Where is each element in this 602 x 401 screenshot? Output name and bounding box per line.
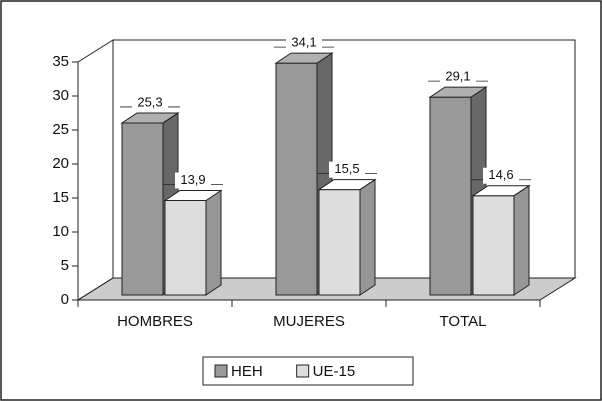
value-label-bg (175, 172, 211, 189)
bar (163, 189, 223, 296)
bar (471, 184, 531, 296)
bar-top (163, 189, 223, 201)
x-tick-label: TOTAL (440, 313, 487, 330)
back-wall (113, 39, 576, 278)
y-tick-label: 35 (52, 53, 69, 70)
value-label: 34,1 (291, 35, 316, 50)
value-label-bg (483, 167, 519, 184)
legend-swatch (296, 364, 310, 378)
bar-front (164, 199, 207, 296)
value-label-bg (286, 35, 322, 52)
legend-swatch (214, 364, 228, 378)
value-label-bg (132, 94, 168, 111)
bar-top (317, 179, 377, 191)
y-tick-label: 30 (52, 87, 69, 104)
value-label-bg (329, 161, 365, 178)
x-tick-label: MUJERES (273, 313, 345, 330)
value-label: 14,6 (488, 167, 513, 182)
bar-front (429, 96, 472, 296)
y-tick-label: 5 (61, 257, 69, 274)
value-label: 13,9 (180, 172, 205, 187)
value-label: 25,3 (137, 94, 162, 109)
value-label: 15,5 (334, 161, 359, 176)
bar-front (275, 62, 318, 296)
y-tick-label: 25 (52, 121, 69, 138)
bar (317, 178, 377, 296)
bar-side (205, 189, 222, 296)
bar-top (471, 185, 531, 197)
bar-front (121, 122, 164, 296)
y-tick-label: 10 (52, 223, 69, 240)
bar-side (359, 178, 376, 296)
legend-label: UE-15 (313, 363, 356, 380)
legend-label: HEH (231, 363, 263, 380)
bar-front (318, 189, 361, 296)
value-label: 29,1 (445, 69, 470, 84)
x-tick-label: HOMBRES (117, 313, 193, 330)
bar-front (472, 195, 515, 296)
bar-top (274, 52, 334, 64)
bar-side (513, 184, 530, 296)
value-label-bg (440, 69, 476, 86)
y-tick-label: 15 (52, 189, 69, 206)
bar-top (428, 86, 488, 98)
y-tick-label: 0 (61, 291, 69, 308)
y-tick-label: 20 (52, 155, 69, 172)
bar-top (120, 112, 180, 124)
